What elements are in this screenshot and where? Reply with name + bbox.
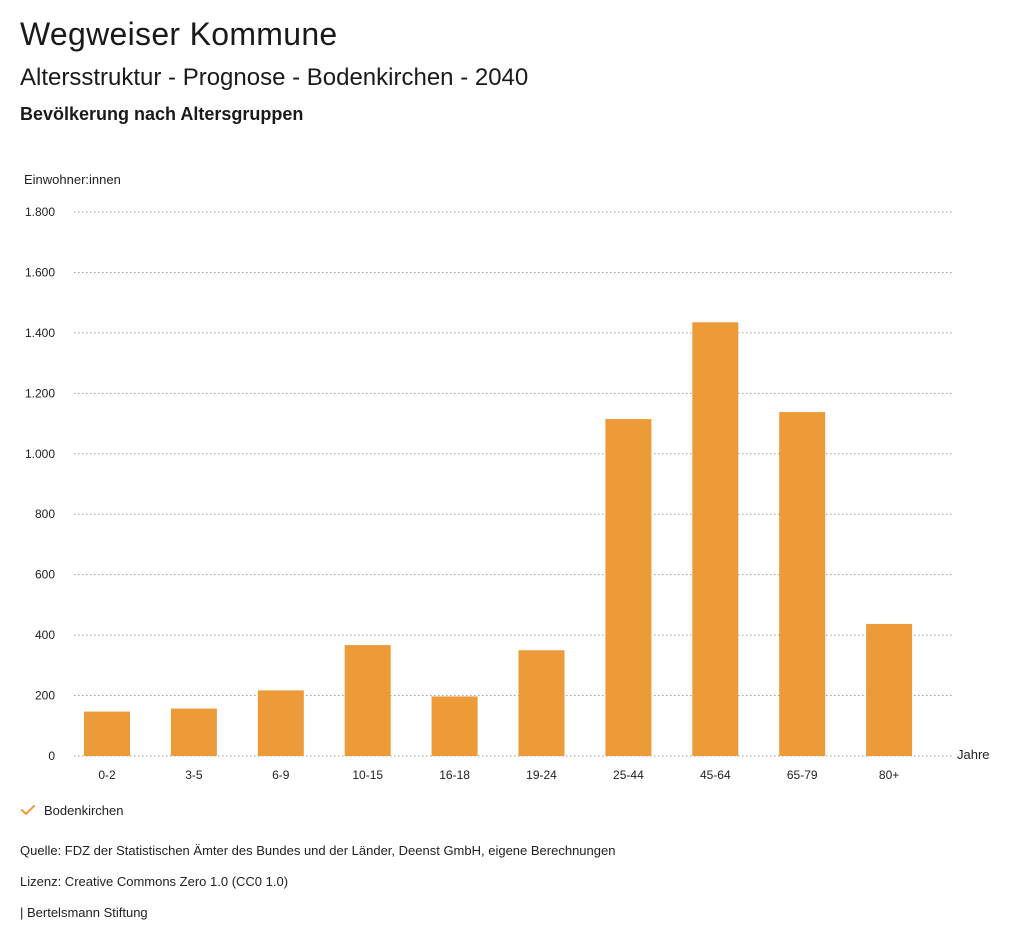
legend-label: Bodenkirchen: [44, 802, 124, 818]
y-tick-label: 1.000: [25, 447, 55, 461]
bar-0-2[interactable]: [84, 711, 130, 756]
page-title: Wegweiser Kommune: [20, 16, 338, 52]
x-tick-label: 65-79: [787, 768, 818, 782]
chart-subtitle: Altersstruktur - Prognose - Bodenkirchen…: [20, 64, 529, 91]
x-tick-label: 80+: [879, 768, 899, 782]
license-note: Lizenz: Creative Commons Zero 1.0 (CC0 1…: [20, 874, 289, 889]
x-tick-label: 16-18: [439, 768, 470, 782]
bar-16-18[interactable]: [431, 696, 478, 756]
bars: [84, 322, 913, 756]
y-tick-label: 1.600: [25, 265, 55, 279]
x-tick-label: 6-9: [272, 768, 290, 782]
x-tick-label: 0-2: [98, 768, 116, 782]
y-tick-label: 800: [35, 507, 55, 521]
x-tick-label: 45-64: [700, 768, 731, 782]
y-tick-label: 1.200: [25, 386, 55, 400]
bar-10-15[interactable]: [344, 645, 391, 756]
legend-item-bodenkirchen[interactable]: Bodenkirchen: [20, 802, 124, 818]
bar-80+[interactable]: [866, 623, 913, 756]
checkmark-icon: [21, 805, 35, 815]
publisher-note: | Bertelsmann Stiftung: [20, 905, 148, 920]
y-tick-label: 0: [48, 749, 55, 763]
y-axis-ticks: 0 200 400 600 800 1.000 1.200 1.400 1.600 1.800: [25, 205, 55, 763]
bar-65-79[interactable]: [779, 412, 826, 756]
x-tick-label: 25-44: [613, 768, 644, 782]
source-note: Quelle: FDZ der Statistischen Ämter des …: [20, 843, 616, 858]
x-axis-title: Jahre: [957, 747, 990, 762]
y-tick-label: 1.800: [25, 205, 55, 219]
y-tick-label: 200: [35, 689, 55, 703]
y-axis-title: Einwohner:innen: [24, 172, 121, 187]
bar-19-24[interactable]: [518, 650, 565, 756]
y-tick-label: 400: [35, 628, 55, 642]
x-tick-label: 3-5: [185, 768, 203, 782]
bar-chart: Einwohner:innen 0 200 400 600 800 1.000 1.200 1…: [24, 172, 990, 782]
x-tick-label: 19-24: [526, 768, 557, 782]
x-tick-label: 10-15: [352, 768, 383, 782]
y-tick-label: 1.400: [25, 326, 55, 340]
chart-title: Bevölkerung nach Altersgruppen: [20, 104, 304, 124]
x-axis-ticks: 0-2 3-5 6-9 10-15 16-18 19-24 25-44 45-64 65-79 8…: [98, 768, 899, 782]
bar-3-5[interactable]: [170, 708, 217, 756]
bar-45-64[interactable]: [692, 322, 739, 756]
bar-25-44[interactable]: [605, 419, 652, 756]
bar-6-9[interactable]: [257, 690, 304, 756]
y-tick-label: 600: [35, 568, 55, 582]
